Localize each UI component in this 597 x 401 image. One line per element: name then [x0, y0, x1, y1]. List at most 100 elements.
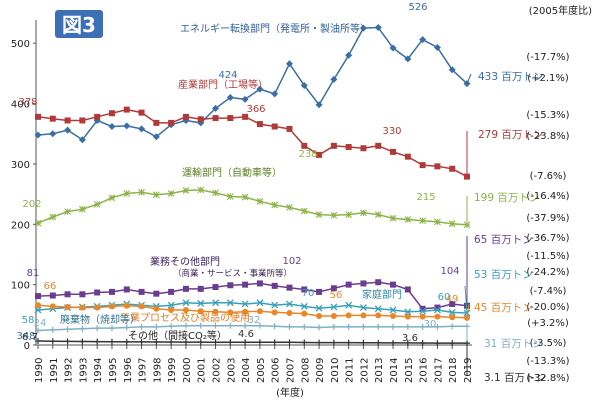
- pct-2005-commercial: (-37.9%): [526, 213, 569, 224]
- point-transport-2013: [374, 211, 382, 219]
- point-energy-2013: [374, 24, 382, 32]
- pct-1990-energy: (+2.1%): [527, 73, 569, 84]
- point-industry-1995: [108, 110, 115, 117]
- x-tick-label-2011: 2011: [345, 358, 356, 383]
- point-transport-2003: [226, 193, 234, 200]
- point-other-2016: [419, 340, 426, 347]
- point-commercial-2001: [197, 285, 204, 292]
- point-other-2017: [434, 340, 441, 347]
- point-transport-1993: [78, 205, 86, 213]
- x-tick-label-2010: 2010: [330, 358, 341, 383]
- point-transport-2005: [256, 197, 264, 205]
- point-waste-2004: [242, 322, 249, 329]
- point-commercial-2011: [345, 281, 352, 288]
- point-waste-2013: [375, 323, 382, 330]
- point-waste-2018: [449, 323, 456, 330]
- start-label-other: 6.7: [22, 332, 38, 343]
- point-household-2000: [182, 299, 190, 307]
- pct-1990-industry: (-23.8%): [526, 131, 569, 142]
- point-commercial-2018: [449, 300, 456, 307]
- point-waste-1993: [79, 325, 86, 332]
- point-commercial-1992: [64, 291, 71, 298]
- point-processes-1990: [35, 302, 41, 309]
- peak-label-commercial: 104: [440, 266, 459, 277]
- point-waste-2002: [212, 322, 219, 329]
- point-industry-2002: [212, 115, 219, 122]
- point-household-2009: [315, 304, 323, 312]
- end-label-energy: 433 百万トン: [478, 71, 543, 83]
- peak-label-household: 60: [438, 292, 451, 303]
- y-tick-label-300: 300: [11, 160, 30, 171]
- x-tick-label-1999: 1999: [167, 358, 178, 383]
- peak-label-other: 3.6: [402, 333, 418, 344]
- series-line-commercial: [37, 281, 468, 310]
- series-industry: [35, 106, 470, 180]
- series-processes: [35, 302, 470, 321]
- end-label-waste: 31 百万トン: [484, 338, 543, 350]
- mid-label-industry: 366: [246, 104, 265, 115]
- x-axis-label: (年度): [276, 386, 304, 399]
- point-processes-2018: [449, 314, 456, 321]
- point-waste-2014: [390, 323, 397, 330]
- series-name-household: 家庭部門: [362, 288, 402, 301]
- point-transport-2011: [345, 211, 353, 219]
- point-industry-2013: [375, 142, 382, 149]
- point-household-1990: [34, 306, 42, 314]
- point-transport-2012: [360, 209, 367, 217]
- y-tick-label-0: 0: [24, 341, 30, 352]
- point-commercial-2002: [212, 284, 219, 291]
- point-transport-2015: [404, 216, 412, 223]
- base-year-note: (2005年度比): [529, 4, 592, 17]
- point-industry-2015: [404, 153, 411, 160]
- point-processes-2007: [286, 310, 293, 317]
- series-other: [35, 337, 470, 347]
- point-waste-2001: [197, 322, 204, 329]
- x-tick-label-2006: 2006: [271, 358, 282, 383]
- point-transport-1997: [138, 188, 145, 196]
- x-tick-label-1993: 1993: [78, 358, 89, 383]
- point-household-2006: [271, 301, 279, 309]
- point-energy-1990: [34, 131, 42, 139]
- point-processes-2016: [419, 313, 426, 320]
- point-transport-2009: [315, 211, 323, 219]
- point-waste-2011: [345, 323, 352, 330]
- point-household-2011: [345, 301, 353, 309]
- series-line-industry: [37, 108, 468, 178]
- point-transport-1996: [123, 190, 131, 197]
- point-industry-1998: [153, 119, 160, 126]
- x-tick-label-2001: 2001: [197, 358, 208, 383]
- pct-2005-industry: (-15.3%): [526, 110, 569, 121]
- start-label-industry: 378: [18, 97, 37, 108]
- point-commercial-1990: [35, 293, 41, 300]
- point-processes-1993: [79, 304, 86, 311]
- point-household-2012: [359, 304, 367, 312]
- x-tick-label-1995: 1995: [108, 358, 119, 383]
- point-waste-1995: [108, 325, 115, 332]
- point-commercial-1994: [94, 289, 101, 296]
- point-industry-1994: [94, 113, 101, 120]
- point-energy-2006: [271, 90, 279, 98]
- point-household-2013: [374, 305, 382, 313]
- point-waste-2009: [316, 324, 323, 331]
- point-industry-2017: [434, 163, 441, 170]
- point-other-1990: [35, 337, 41, 344]
- point-commercial-1996: [123, 286, 130, 293]
- point-processes-2001: [197, 308, 204, 315]
- point-commercial-2015: [404, 286, 411, 293]
- point-energy-2009: [315, 101, 323, 109]
- y-tick-label-500: 500: [11, 39, 30, 50]
- point-waste-1991: [49, 326, 56, 333]
- point-industry-2009: [316, 151, 323, 158]
- x-tick-label-2000: 2000: [182, 358, 193, 383]
- pct-1990-commercial: (-36.7%): [526, 233, 569, 244]
- end-label-commercial: 65 百万トン: [474, 234, 533, 246]
- point-commercial-2014: [390, 281, 397, 288]
- point-processes-2004: [242, 308, 249, 315]
- x-tick-label-2019: 2019: [463, 358, 474, 383]
- point-energy-2005: [256, 85, 264, 93]
- point-energy-2004: [241, 95, 249, 103]
- x-tick-label-1991: 1991: [49, 358, 60, 383]
- x-tick-label-2012: 2012: [359, 358, 370, 383]
- point-energy-1995: [108, 123, 116, 131]
- point-household-2019: [463, 309, 471, 317]
